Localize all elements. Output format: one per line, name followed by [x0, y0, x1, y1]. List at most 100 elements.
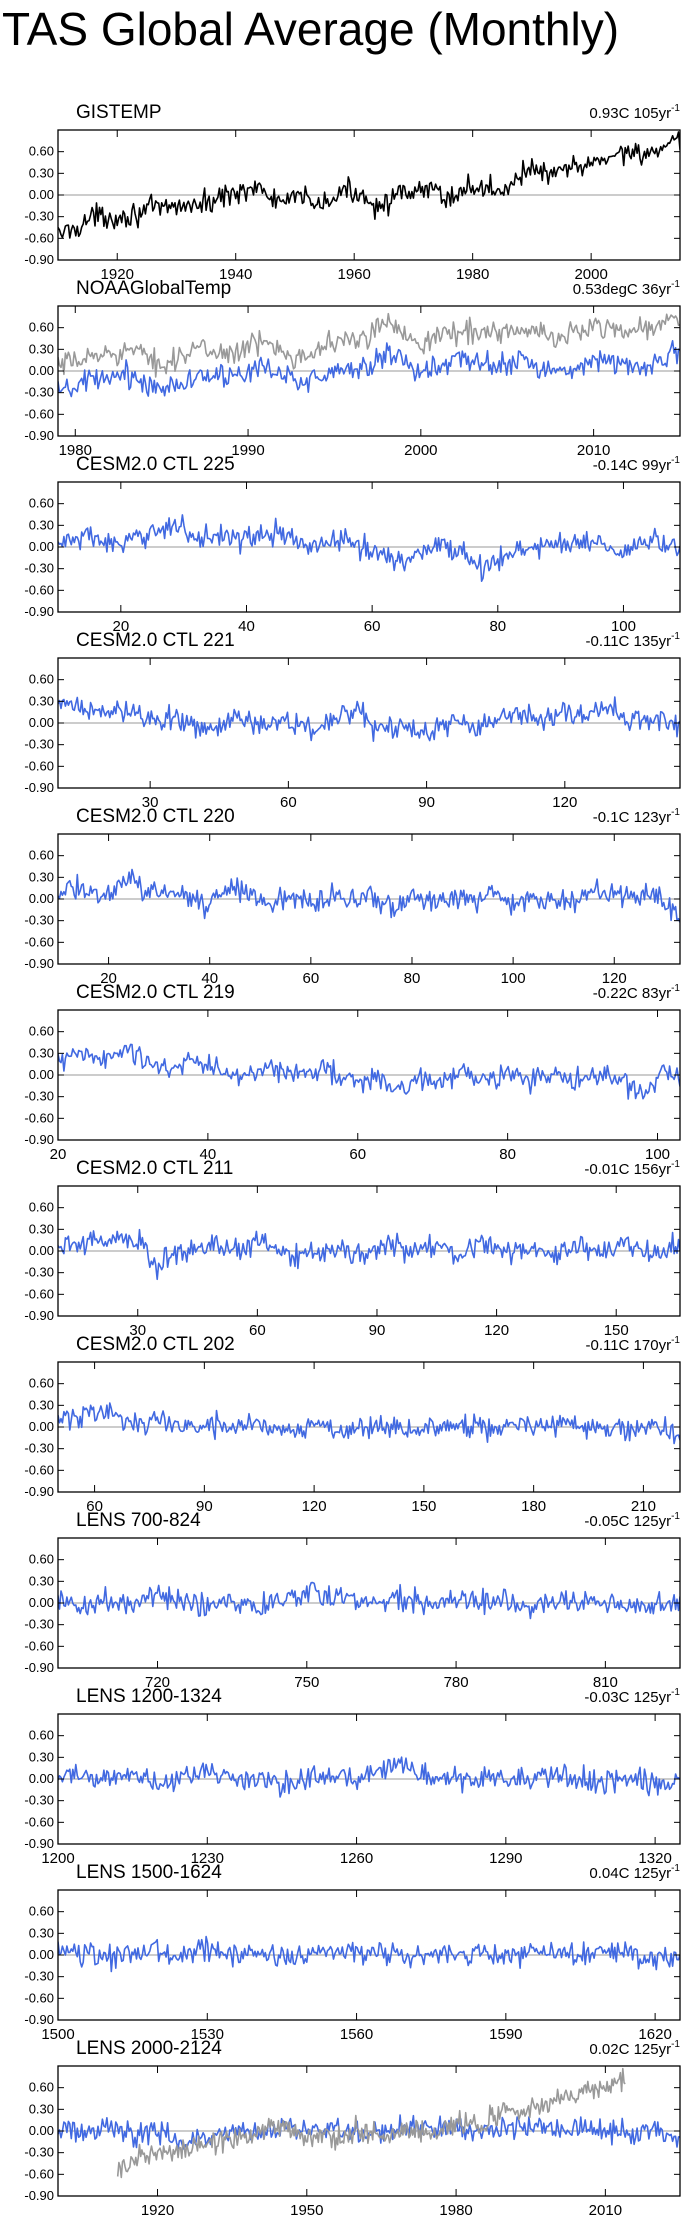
ytick-label: -0.90	[24, 1836, 54, 1851]
ytick-label: 0.30	[29, 1045, 54, 1060]
trend-label: -0.01C 156yr-1	[584, 1159, 680, 1178]
ytick-label: 0.60	[29, 1024, 54, 1039]
ytick-label: 0.00	[29, 1595, 54, 1610]
ytick-label: -0.30	[24, 1617, 54, 1632]
ytick-label: 0.00	[29, 187, 54, 202]
xtick-label: 60	[249, 1322, 266, 1339]
ytick-label: -0.60	[24, 1462, 54, 1477]
series-line	[58, 868, 680, 923]
xtick-label: 90	[196, 1498, 213, 1515]
xtick-label: 2010	[577, 442, 610, 459]
ytick-label: 0.60	[29, 1552, 54, 1567]
ytick-label: 0.00	[29, 891, 54, 906]
chart-panel: LENS 1500-1624 0.04C 125yr-1 0.60 0.30 0.00 -…	[0, 1854, 694, 2043]
panel-svg: GISTEMP 0.93C 105yr-1 0.60 0.30 0.00 -0.30 -0.…	[24, 102, 681, 283]
ytick-label: -0.90	[24, 1308, 54, 1323]
ytick-label: -0.60	[24, 230, 54, 245]
trend-label: -0.11C 170yr-1	[585, 1335, 680, 1354]
trend-label: -0.22C 83yr-1	[593, 983, 681, 1002]
ytick-label: 0.60	[29, 1200, 54, 1215]
xtick-label: 2000	[574, 266, 607, 283]
xtick-label: 780	[444, 1674, 469, 1691]
ytick-label: 0.30	[29, 1925, 54, 1940]
ytick-label: -0.30	[24, 1969, 54, 1984]
ytick-label: 0.00	[29, 1771, 54, 1786]
chart-panel: CESM2.0 CTL 225 -0.14C 99yr-1 0.60 0.30 0.00…	[0, 446, 694, 635]
ytick-label: -0.30	[24, 385, 54, 400]
xtick-label: 1920	[141, 2202, 174, 2219]
ytick-label: 0.60	[29, 672, 54, 687]
series-line	[58, 1581, 680, 1620]
xtick-label: 80	[499, 1146, 516, 1163]
ytick-label: 0.60	[29, 1376, 54, 1391]
trend-label: -0.03C 125yr-1	[584, 1687, 680, 1706]
series-line	[58, 2114, 680, 2150]
ytick-label: 0.00	[29, 1067, 54, 1082]
ytick-label: -0.90	[24, 252, 54, 267]
ytick-label: -0.60	[24, 2166, 54, 2181]
series-line	[58, 1043, 680, 1100]
xtick-label: 100	[611, 618, 636, 635]
xtick-label: 60	[280, 794, 297, 811]
ytick-label: 0.00	[29, 1947, 54, 1962]
xtick-label: 120	[484, 1322, 509, 1339]
ytick-label: -0.30	[24, 2145, 54, 2160]
xtick-label: 1320	[638, 1850, 671, 1867]
ytick-label: 0.60	[29, 1728, 54, 1743]
xtick-label: 20	[112, 618, 129, 635]
ytick-label: 0.00	[29, 1419, 54, 1434]
ytick-label: -0.90	[24, 1132, 54, 1147]
xtick-label: 80	[489, 618, 506, 635]
series-line	[58, 696, 680, 742]
xtick-label: 40	[200, 1146, 217, 1163]
panel-title: LENS 2000-2124	[76, 2038, 222, 2059]
ytick-label: -0.60	[24, 1110, 54, 1125]
ytick-label: -0.60	[24, 406, 54, 421]
panel-title: CESM2.0 CTL 220	[76, 806, 235, 827]
ytick-label: -0.60	[24, 934, 54, 949]
xtick-label: 1590	[489, 2026, 522, 2043]
chart-panel: LENS 700-824 -0.05C 125yr-1 0.60 0.30 0.00 -0…	[0, 1502, 694, 1691]
series-line	[58, 1402, 680, 1445]
trend-label: 0.53degC 36yr-1	[573, 279, 681, 298]
xtick-label: 150	[604, 1322, 629, 1339]
ytick-label: -0.60	[24, 1990, 54, 2005]
ytick-label: -0.30	[24, 1441, 54, 1456]
ytick-label: -0.30	[24, 737, 54, 752]
chart-panel: CESM2.0 CTL 202 -0.11C 170yr-1 0.60 0.30 0.0…	[0, 1326, 694, 1515]
ytick-label: 0.00	[29, 715, 54, 730]
xtick-label: 2000	[404, 442, 437, 459]
xtick-label: 1500	[41, 2026, 74, 2043]
ytick-label: -0.30	[24, 913, 54, 928]
xtick-label: 30	[142, 794, 159, 811]
xtick-label: 1980	[439, 2202, 472, 2219]
xtick-label: 1260	[340, 1850, 373, 1867]
ytick-label: 0.30	[29, 1749, 54, 1764]
panel-svg: CESM2.0 CTL 221 -0.11C 135yr-1 0.60 0.30 0.0…	[24, 630, 681, 811]
panel-svg: LENS 1500-1624 0.04C 125yr-1 0.60 0.30 0.00 -…	[24, 1862, 681, 2043]
panel-title: LENS 1500-1624	[76, 1862, 222, 1883]
series-line	[58, 1756, 680, 1798]
ytick-label: -0.30	[24, 1089, 54, 1104]
ytick-label: -0.90	[24, 2188, 54, 2203]
xtick-label: 40	[238, 618, 255, 635]
ytick-label: -0.60	[24, 1638, 54, 1653]
panel-svg: CESM2.0 CTL 211 -0.01C 156yr-1 0.60 0.30 0.0…	[24, 1158, 681, 1339]
xtick-label: 1200	[41, 1850, 74, 1867]
xtick-label: 180	[521, 1498, 546, 1515]
trend-label: -0.11C 135yr-1	[585, 631, 680, 650]
xtick-label: 40	[201, 970, 218, 987]
panel-title: GISTEMP	[76, 102, 162, 123]
xtick-label: 60	[349, 1146, 366, 1163]
xtick-label: 1980	[59, 442, 92, 459]
xtick-label: 100	[645, 1146, 670, 1163]
xtick-label: 720	[145, 1674, 170, 1691]
ytick-label: 0.30	[29, 1397, 54, 1412]
ytick-label: -0.30	[24, 561, 54, 576]
panel-title: CESM2.0 CTL 221	[76, 630, 235, 651]
ytick-label: 0.60	[29, 144, 54, 159]
ytick-label: -0.90	[24, 1660, 54, 1675]
trend-label: 0.04C 125yr-1	[589, 1863, 680, 1882]
panel-svg: NOAAGlobalTemp 0.53degC 36yr-1 0.60 0.30 0.0…	[24, 278, 681, 459]
panel-title: LENS 700-824	[76, 1510, 201, 1531]
